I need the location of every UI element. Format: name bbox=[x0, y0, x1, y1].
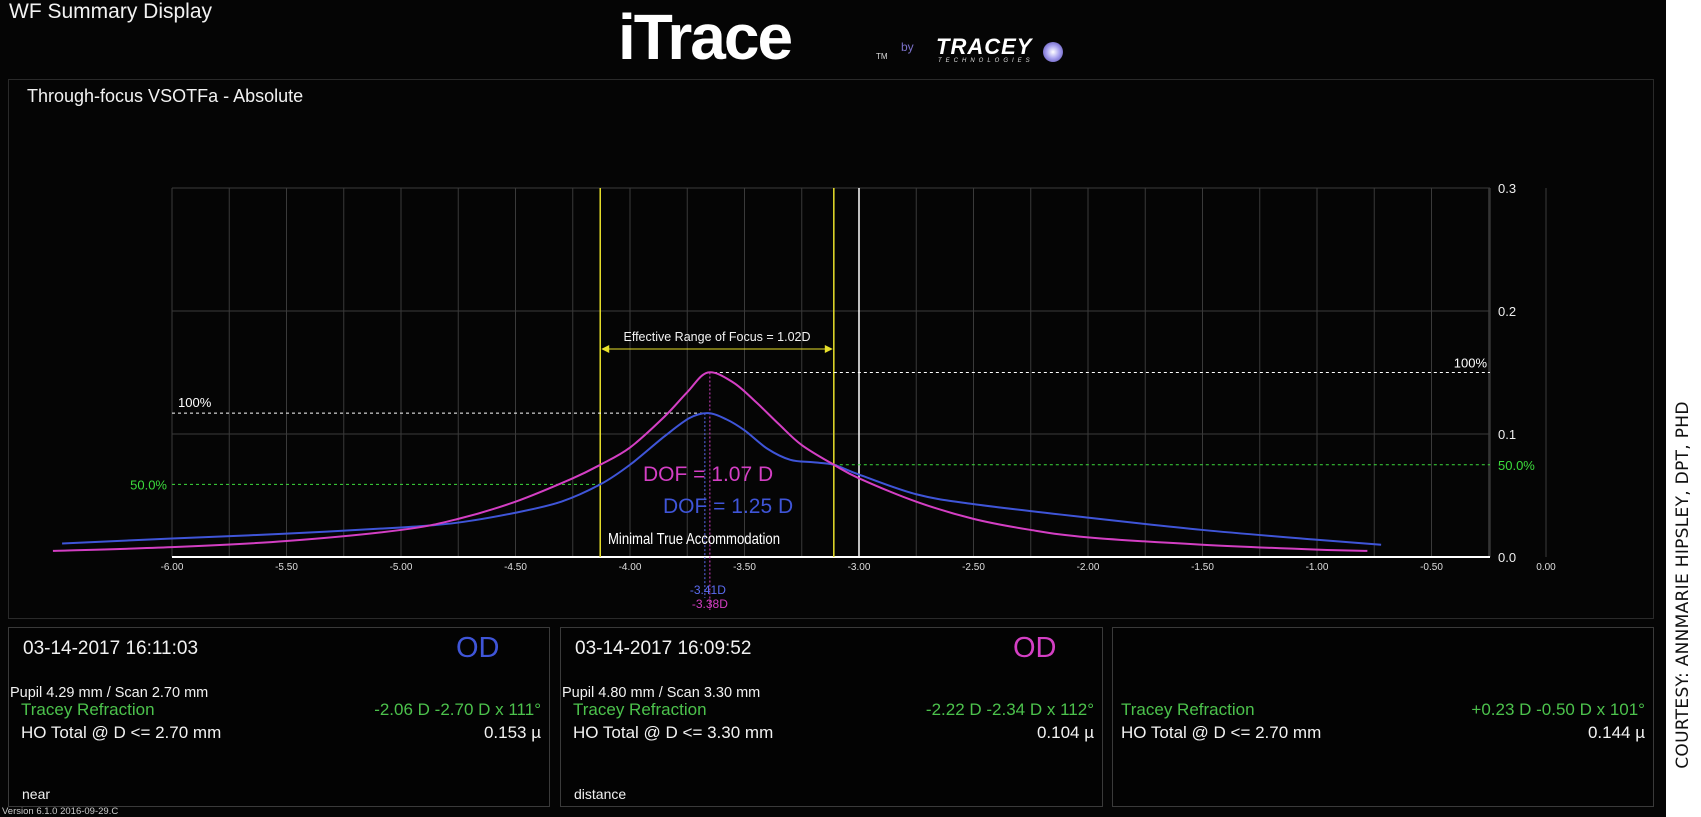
x-tick-label: -2.50 bbox=[962, 562, 985, 573]
logo-brand: iTrace bbox=[618, 1, 793, 73]
eye-label: OD bbox=[456, 632, 500, 664]
exam-tag: distance bbox=[574, 786, 627, 802]
refraction-value: -2.06 D -2.70 D x 111° bbox=[374, 700, 541, 719]
exam-date: 03-14-2017 16:09:52 bbox=[575, 638, 752, 659]
refraction-value: +0.23 D -0.50 D x 101° bbox=[1471, 700, 1645, 719]
ho-total-label: HO Total @ D <= 3.30 mm bbox=[573, 723, 774, 742]
x-tick-label: -2.00 bbox=[1077, 562, 1100, 573]
arrow-right-icon bbox=[824, 345, 833, 353]
logo-by: by bbox=[901, 40, 914, 54]
minimal-accommodation-label: Minimal True Accommodation bbox=[608, 531, 780, 548]
x-tick-label: 0.00 bbox=[1536, 562, 1556, 573]
credit-strip bbox=[1666, 0, 1701, 817]
magenta-peak-label: -3.38D bbox=[692, 597, 728, 611]
magenta-50-label: 50.0% bbox=[1498, 458, 1535, 473]
x-tick-label: -3.50 bbox=[733, 562, 756, 573]
chart-title: Through-focus VSOTFa - Absolute bbox=[27, 86, 304, 106]
exam-date: 03-14-2017 16:11:03 bbox=[23, 638, 199, 659]
blue-peak-label: -3.41D bbox=[690, 583, 726, 597]
refraction-label: Tracey Refraction bbox=[1121, 700, 1255, 719]
pupil-scan: Pupil 4.29 mm / Scan 2.70 mm bbox=[10, 685, 209, 701]
x-tick-label: -5.00 bbox=[390, 562, 413, 573]
photo-credit: COURTESY: ANNMARIE HIPSLEY, DPT, PHD bbox=[1673, 401, 1693, 769]
ho-total-value: 0.153 µ bbox=[483, 723, 541, 742]
exam-panel-near[interactable]: 03-14-2017 16:11:03 OD Pupil 4.29 mm / S… bbox=[8, 627, 550, 807]
exam-panel-difference[interactable]: Tracey Refraction +0.23 D -0.50 D x 101°… bbox=[1112, 627, 1654, 807]
y-tick-label: 0.1 bbox=[1498, 427, 1516, 442]
pupil-scan: Pupil 4.80 mm / Scan 3.30 mm bbox=[562, 685, 761, 701]
x-tick-label: -5.50 bbox=[275, 562, 298, 573]
x-tick-label: -4.50 bbox=[504, 562, 527, 573]
exam-tag: near bbox=[22, 786, 51, 802]
version-text: Version 6.1.0 2016-09-29.C bbox=[2, 806, 119, 817]
y-tick-label: 0.0 bbox=[1498, 550, 1516, 565]
series-line-distance bbox=[52, 371, 1368, 552]
dof-near-label: DOF = 1.25 D bbox=[663, 495, 793, 518]
blue-100-label: 100% bbox=[178, 395, 212, 410]
exam-panel-distance[interactable]: 03-14-2017 16:09:52 OD Pupil 4.80 mm / S… bbox=[560, 627, 1103, 807]
arrow-left-icon bbox=[601, 345, 610, 353]
eye-label: OD bbox=[1013, 632, 1057, 664]
chart-panel bbox=[8, 79, 1654, 619]
ho-total-value: 0.144 µ bbox=[1587, 723, 1645, 742]
ho-total-label: HO Total @ D <= 2.70 mm bbox=[1121, 723, 1322, 742]
refraction-label: Tracey Refraction bbox=[21, 700, 155, 719]
x-tick-label: -1.50 bbox=[1191, 562, 1214, 573]
x-tick-label: -1.00 bbox=[1306, 562, 1329, 573]
y-tick-label: 0.3 bbox=[1498, 181, 1516, 196]
tracey-orb-icon bbox=[1043, 42, 1063, 62]
x-tick-label: -4.00 bbox=[619, 562, 642, 573]
magenta-100-label: 100% bbox=[1454, 356, 1488, 371]
app-title: WF Summary Display bbox=[9, 0, 213, 23]
ho-total-label: HO Total @ D <= 2.70 mm bbox=[21, 723, 222, 742]
effective-range-label: Effective Range of Focus = 1.02D bbox=[624, 330, 811, 344]
logo-company-sub: TECHNOLOGIES bbox=[938, 58, 1034, 64]
ho-total-value: 0.104 µ bbox=[1036, 723, 1094, 742]
logo-company: TRACEY bbox=[936, 34, 1033, 59]
refraction-value: -2.22 D -2.34 D x 112° bbox=[925, 700, 1094, 719]
itrace-logo: iTrace TM by TRACEY TECHNOLOGIES bbox=[618, 1, 1063, 73]
x-tick-label: -3.00 bbox=[848, 562, 871, 573]
blue-50-label: 50.0% bbox=[130, 477, 167, 492]
logo-tm: TM bbox=[876, 52, 888, 61]
refraction-label: Tracey Refraction bbox=[573, 700, 707, 719]
x-tick-label: -0.50 bbox=[1420, 562, 1443, 573]
y-tick-label: 0.2 bbox=[1498, 304, 1516, 319]
x-tick-label: -6.00 bbox=[161, 562, 184, 573]
dof-distance-label: DOF = 1.07 D bbox=[643, 463, 773, 486]
